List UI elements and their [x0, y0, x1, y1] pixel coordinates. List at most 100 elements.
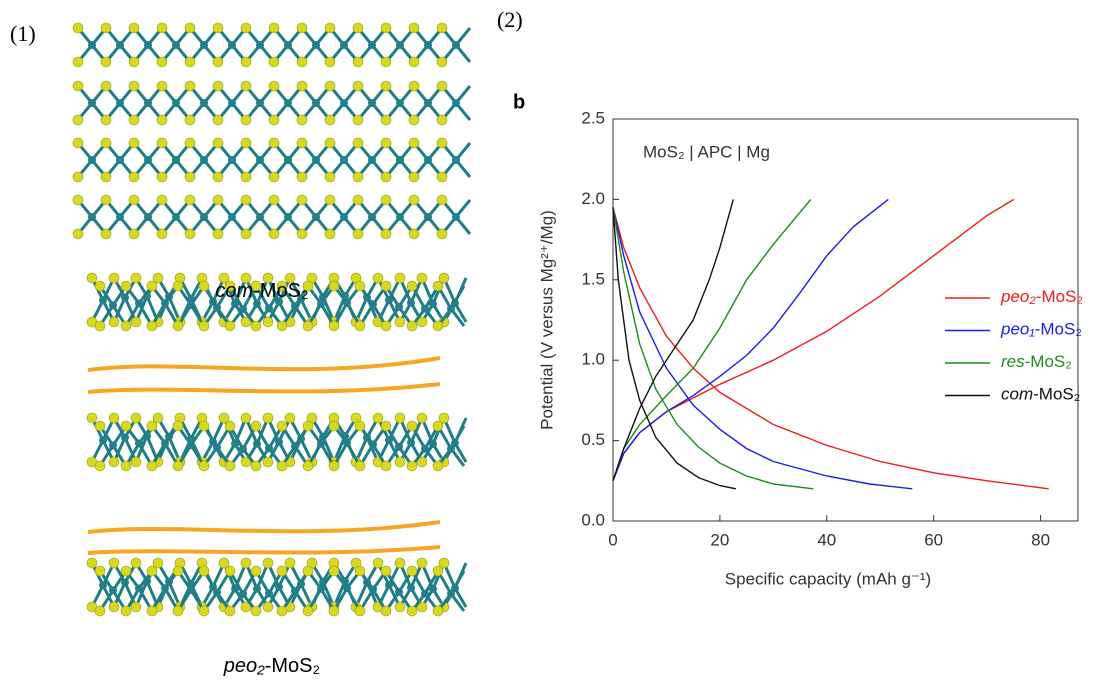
mo-atom: [144, 41, 152, 49]
s-atom: [185, 172, 195, 182]
s-atom: [225, 421, 235, 431]
s-atom: [121, 606, 131, 616]
mo-atom: [452, 41, 460, 49]
mo-atom: [312, 156, 320, 164]
series-line: [613, 199, 736, 488]
s-atom: [381, 281, 391, 291]
mo-atom: [161, 299, 169, 307]
mo-atom: [88, 41, 96, 49]
mo-atom: [343, 299, 351, 307]
s-atom: [147, 281, 157, 291]
polymer-chain: [88, 547, 440, 553]
mo-atom: [228, 156, 236, 164]
s-atom: [277, 421, 287, 431]
s-atom: [437, 57, 447, 67]
mo-atom: [369, 440, 377, 448]
s-atom: [213, 81, 223, 91]
s-atom: [225, 566, 235, 576]
x-tick-label: 60: [924, 530, 943, 549]
polymer-chain: [88, 522, 440, 532]
s-atom: [185, 23, 195, 33]
s-atom: [213, 138, 223, 148]
mo-atom: [172, 99, 180, 107]
s-atom: [353, 172, 363, 182]
s-atom: [329, 606, 339, 616]
s-atom: [147, 606, 157, 616]
s-atom: [157, 138, 167, 148]
mo-atom: [340, 156, 348, 164]
s-atom: [325, 23, 335, 33]
s-atom: [129, 115, 139, 125]
s-atom: [381, 321, 391, 331]
s-atom: [185, 57, 195, 67]
s-atom: [381, 57, 391, 67]
mo-atom: [99, 436, 107, 444]
s-atom: [297, 115, 307, 125]
mo-atom: [187, 301, 195, 309]
s-atom: [409, 81, 419, 91]
mo-atom: [368, 213, 376, 221]
s-atom: [213, 195, 223, 205]
s-atom: [95, 461, 105, 471]
mo-atom: [144, 213, 152, 221]
s-atom: [101, 229, 111, 239]
s-atom: [101, 81, 111, 91]
s-atom: [269, 81, 279, 91]
s-atom: [121, 566, 131, 576]
s-atom: [157, 57, 167, 67]
legend-label: res-MoS₂: [1001, 352, 1072, 371]
mo-atom: [135, 299, 143, 307]
mo-atom: [284, 99, 292, 107]
s-atom: [213, 172, 223, 182]
mo-atom: [447, 445, 455, 453]
s-atom: [129, 81, 139, 91]
s-atom: [297, 229, 307, 239]
s-atom: [213, 57, 223, 67]
mo-atom: [340, 213, 348, 221]
s-atom: [437, 115, 447, 125]
s-atom: [269, 23, 279, 33]
s-atom: [121, 461, 131, 471]
legend-label: com-MoS₂: [1001, 385, 1080, 404]
s-atom: [437, 229, 447, 239]
s-atom: [129, 172, 139, 182]
s-atom: [433, 566, 443, 576]
s-atom: [213, 115, 223, 125]
s-atom: [409, 229, 419, 239]
s-atom: [173, 461, 183, 471]
mo-atom: [396, 99, 404, 107]
s-atom: [199, 566, 209, 576]
mo-atom: [452, 99, 460, 107]
mo-atom: [116, 213, 124, 221]
s-atom: [381, 229, 391, 239]
mo-atom: [447, 590, 455, 598]
s-atom: [437, 138, 447, 148]
s-atom: [121, 321, 131, 331]
x-tick-label: 40: [817, 530, 836, 549]
s-atom: [285, 558, 295, 568]
s-atom: [381, 81, 391, 91]
mo-atom: [121, 579, 129, 587]
s-atom: [173, 606, 183, 616]
y-tick-label: 1.5: [581, 269, 605, 288]
mo-atom: [172, 213, 180, 221]
s-atom: [225, 461, 235, 471]
mo-atom: [396, 156, 404, 164]
s-atom: [73, 57, 83, 67]
s-atom: [185, 138, 195, 148]
s-atom: [109, 602, 119, 612]
s-atom: [129, 57, 139, 67]
s-atom: [381, 606, 391, 616]
s-atom: [395, 457, 405, 467]
mo-atom: [88, 99, 96, 107]
mo-atom: [407, 584, 415, 592]
mo-atom: [116, 156, 124, 164]
s-atom: [95, 566, 105, 576]
mo-atom: [291, 587, 299, 595]
mo-atom: [343, 439, 351, 447]
s-atom: [241, 195, 251, 205]
s-atom: [297, 195, 307, 205]
s-atom: [95, 321, 105, 331]
s-atom: [409, 57, 419, 67]
s-atom: [303, 461, 313, 471]
